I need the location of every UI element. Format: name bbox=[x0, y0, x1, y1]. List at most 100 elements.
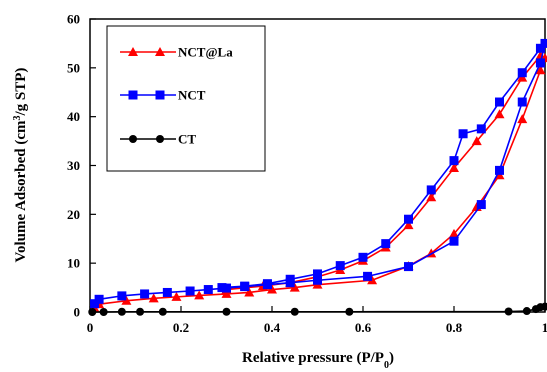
series-layer bbox=[88, 38, 547, 316]
x-tick-label: 0.2 bbox=[173, 320, 189, 335]
legend-marker bbox=[128, 47, 138, 56]
series-nct-la bbox=[89, 50, 547, 313]
y-axis-title-sup: 3 bbox=[12, 115, 23, 120]
series-nct-point bbox=[94, 294, 104, 304]
series-nct-point bbox=[476, 200, 486, 210]
series-nct bbox=[90, 38, 547, 309]
series-nct-point bbox=[313, 269, 322, 279]
legend-label: CT bbox=[178, 132, 196, 147]
series-nct-la-line bbox=[94, 54, 546, 309]
series-nct-point bbox=[426, 185, 436, 195]
series-nct-la-point bbox=[289, 282, 300, 292]
y-axis-title-main: Volume Adsorbed (cm bbox=[13, 120, 29, 262]
legend-label: NCT bbox=[178, 88, 206, 103]
y-tick-label: 10 bbox=[67, 256, 80, 271]
series-nct-point bbox=[517, 97, 527, 107]
series-nct-point bbox=[449, 156, 459, 166]
legend-marker bbox=[155, 90, 165, 100]
series-nct-point bbox=[217, 283, 227, 293]
y-tick-label: 0 bbox=[74, 305, 81, 320]
y-axis-title-end: /g STP) bbox=[13, 68, 29, 117]
series-nct-point bbox=[313, 275, 322, 285]
series-nct-la-point bbox=[535, 50, 546, 60]
series-nct-point bbox=[203, 285, 213, 295]
legend-marker bbox=[155, 47, 165, 56]
y-tick-label: 30 bbox=[67, 158, 80, 173]
series-nct-point bbox=[285, 274, 295, 284]
series-nct-point bbox=[404, 214, 413, 224]
series-ct-point bbox=[88, 308, 97, 316]
series-nct-point bbox=[449, 236, 459, 246]
y-tick-label: 20 bbox=[67, 207, 80, 222]
x-axis-title-end: ) bbox=[389, 350, 394, 366]
series-ct-point bbox=[158, 307, 167, 316]
series-nct-point bbox=[90, 299, 100, 309]
x-tick-label: 0.8 bbox=[446, 320, 463, 335]
series-nct-la-point bbox=[426, 192, 437, 202]
series-nct-la-point bbox=[171, 291, 182, 301]
legend-item-ct: CT bbox=[120, 132, 196, 147]
series-nct-la-point bbox=[535, 65, 546, 75]
x-axis-title-main: Relative pressure (P/P bbox=[242, 350, 384, 366]
legend-item-nct: NCT bbox=[120, 88, 206, 103]
series-nct-point bbox=[381, 239, 391, 249]
x-tick-label: 0.6 bbox=[355, 320, 372, 335]
y-tick-label: 50 bbox=[67, 60, 80, 75]
series-nct-point bbox=[458, 129, 468, 139]
series-nct-point bbox=[404, 262, 413, 272]
legend-marker bbox=[128, 90, 138, 100]
series-ct-point bbox=[117, 307, 126, 316]
series-nct-point bbox=[335, 261, 345, 271]
series-ct-point bbox=[222, 307, 231, 316]
series-nct-point bbox=[517, 68, 527, 78]
legend-marker bbox=[156, 135, 164, 143]
series-nct-la-point bbox=[471, 136, 482, 146]
x-tick-label: 0 bbox=[87, 320, 94, 335]
y-tick-label: 40 bbox=[67, 109, 80, 124]
series-nct-la-point bbox=[517, 114, 528, 124]
series-nct-point bbox=[476, 124, 486, 134]
series-nct-la-point bbox=[121, 295, 132, 305]
series-ct bbox=[88, 302, 547, 316]
series-nct-la-point bbox=[194, 290, 205, 300]
series-ct-point bbox=[504, 307, 513, 316]
series-nct-la-point bbox=[244, 287, 255, 297]
series-nct-point bbox=[222, 283, 231, 293]
series-nct-la-point bbox=[403, 220, 414, 230]
series-nct-point bbox=[358, 252, 368, 262]
series-nct-point bbox=[495, 97, 504, 107]
series-ct-point bbox=[99, 308, 108, 316]
legend-marker bbox=[129, 135, 137, 143]
series-ct-point bbox=[136, 307, 145, 316]
series-nct-point bbox=[240, 281, 250, 291]
x-tick-label: 1 bbox=[542, 320, 547, 335]
series-nct-point bbox=[363, 271, 373, 281]
series-ct-point bbox=[541, 302, 547, 311]
x-axis-title: Relative pressure (P/P0) bbox=[242, 350, 394, 371]
x-tick-label: 0.4 bbox=[264, 320, 281, 335]
series-nct-point bbox=[185, 286, 195, 296]
y-axis-title: Volume Adsorbed (cm3/g STP) bbox=[12, 68, 30, 263]
series-nct-point bbox=[162, 287, 172, 297]
series-ct-point bbox=[290, 307, 299, 316]
series-nct-point bbox=[535, 43, 545, 53]
series-nct-point bbox=[495, 165, 504, 175]
y-tick-label: 60 bbox=[67, 12, 80, 27]
series-nct-point bbox=[535, 58, 545, 68]
series-nct-la-point bbox=[148, 293, 159, 303]
series-nct-la-point bbox=[449, 162, 459, 172]
legend: NCT@La NCT CT bbox=[106, 25, 266, 172]
series-nct-point bbox=[262, 279, 272, 289]
series-nct-la-point bbox=[367, 275, 378, 285]
legend-label: NCT@La bbox=[178, 45, 233, 60]
series-nct-la-point bbox=[449, 228, 459, 238]
series-ct-point bbox=[345, 307, 354, 316]
series-nct-la-point bbox=[267, 284, 277, 294]
legend-item-nct-la: NCT@La bbox=[120, 45, 233, 60]
series-nct-point bbox=[140, 289, 150, 299]
series-ct-point bbox=[522, 307, 531, 316]
x-axis-title-sub: 0 bbox=[384, 360, 389, 371]
series-nct-point bbox=[540, 38, 547, 48]
series-nct-la-point bbox=[494, 109, 505, 119]
